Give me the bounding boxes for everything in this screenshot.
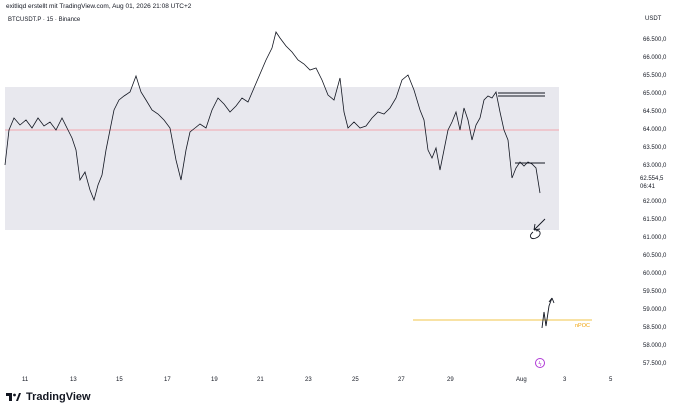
event-lightning-glyph: ϟ <box>538 361 542 368</box>
price-axis-label: 60.000,0 <box>643 271 667 277</box>
currency-label[interactable]: USDT <box>645 16 662 22</box>
range-zone <box>5 87 559 230</box>
tradingview-logo-icon <box>6 393 21 401</box>
price-axis-label: 61.000,0 <box>643 235 667 241</box>
current-price-box: 62.554,5 06:41 <box>640 175 670 191</box>
price-axis-label: 59.000,0 <box>643 307 667 313</box>
price-axis-label: 63.000,0 <box>643 163 667 169</box>
hand-drawn-arrow-up <box>541 297 555 329</box>
price-axis-label: 62.000,0 <box>643 199 667 205</box>
time-axis-label: 29 <box>447 377 454 383</box>
bar-countdown: 06:41 <box>640 184 656 190</box>
time-axis-label: 23 <box>305 377 312 383</box>
footer-brand-name: TradingView <box>26 391 91 403</box>
price-axis-label: 64.500,0 <box>643 109 667 115</box>
event-lightning-icon[interactable] <box>535 358 545 368</box>
footer-brand: TradingView <box>6 391 91 403</box>
npoc-label: nPOC <box>575 323 590 329</box>
chart-attribution: exitliqd erstellt mit TradingView.com, A… <box>6 3 192 10</box>
hand-drawn-arrow-down <box>529 218 546 239</box>
price-axis-label: 65.500,0 <box>643 73 667 79</box>
time-axis-label: Aug <box>516 377 527 383</box>
time-axis-label: 5 <box>609 377 613 383</box>
price-series <box>4 31 541 202</box>
price-axis-label: 63.500,0 <box>643 145 667 151</box>
price-axis-label: 60.500,0 <box>643 253 667 259</box>
price-axis-label: 57.500,0 <box>643 361 667 367</box>
current-price: 62.554,5 <box>640 176 664 182</box>
time-axis-label: 21 <box>257 377 264 383</box>
time-axis-label: 3 <box>563 377 567 383</box>
price-axis-label: 64.000,0 <box>643 127 667 133</box>
time-axis-label: 11 <box>22 377 29 383</box>
time-axis-label: 25 <box>352 377 359 383</box>
time-axis-label: 13 <box>70 377 77 383</box>
price-axis[interactable]: 66.500,0 66.000,0 65.500,0 65.000,0 64.500,0… <box>643 37 667 367</box>
time-axis-label: 27 <box>398 377 405 383</box>
price-axis-label: 59.500,0 <box>643 289 667 295</box>
price-axis-label: 66.000,0 <box>643 55 667 61</box>
time-axis-label: 15 <box>116 377 123 383</box>
time-axis-label: 19 <box>211 377 218 383</box>
price-axis-label: 66.500,0 <box>643 37 667 43</box>
price-axis-label: 61.500,0 <box>643 217 667 223</box>
price-axis-label: 58.000,0 <box>643 343 667 349</box>
time-axis-label: 17 <box>164 377 171 383</box>
symbol-legend[interactable]: BTCUSDT.P · 15 · Binance <box>8 17 81 23</box>
price-axis-label: 58.500,0 <box>643 325 667 331</box>
time-axis[interactable]: 11 13 15 17 19 21 23 25 27 29 Aug 3 5 <box>22 377 613 383</box>
price-axis-label: 65.000,0 <box>643 91 667 97</box>
